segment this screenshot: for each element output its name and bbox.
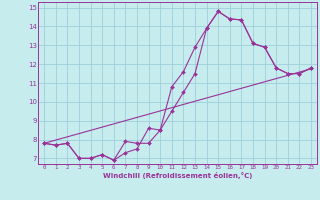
X-axis label: Windchill (Refroidissement éolien,°C): Windchill (Refroidissement éolien,°C): [103, 172, 252, 179]
